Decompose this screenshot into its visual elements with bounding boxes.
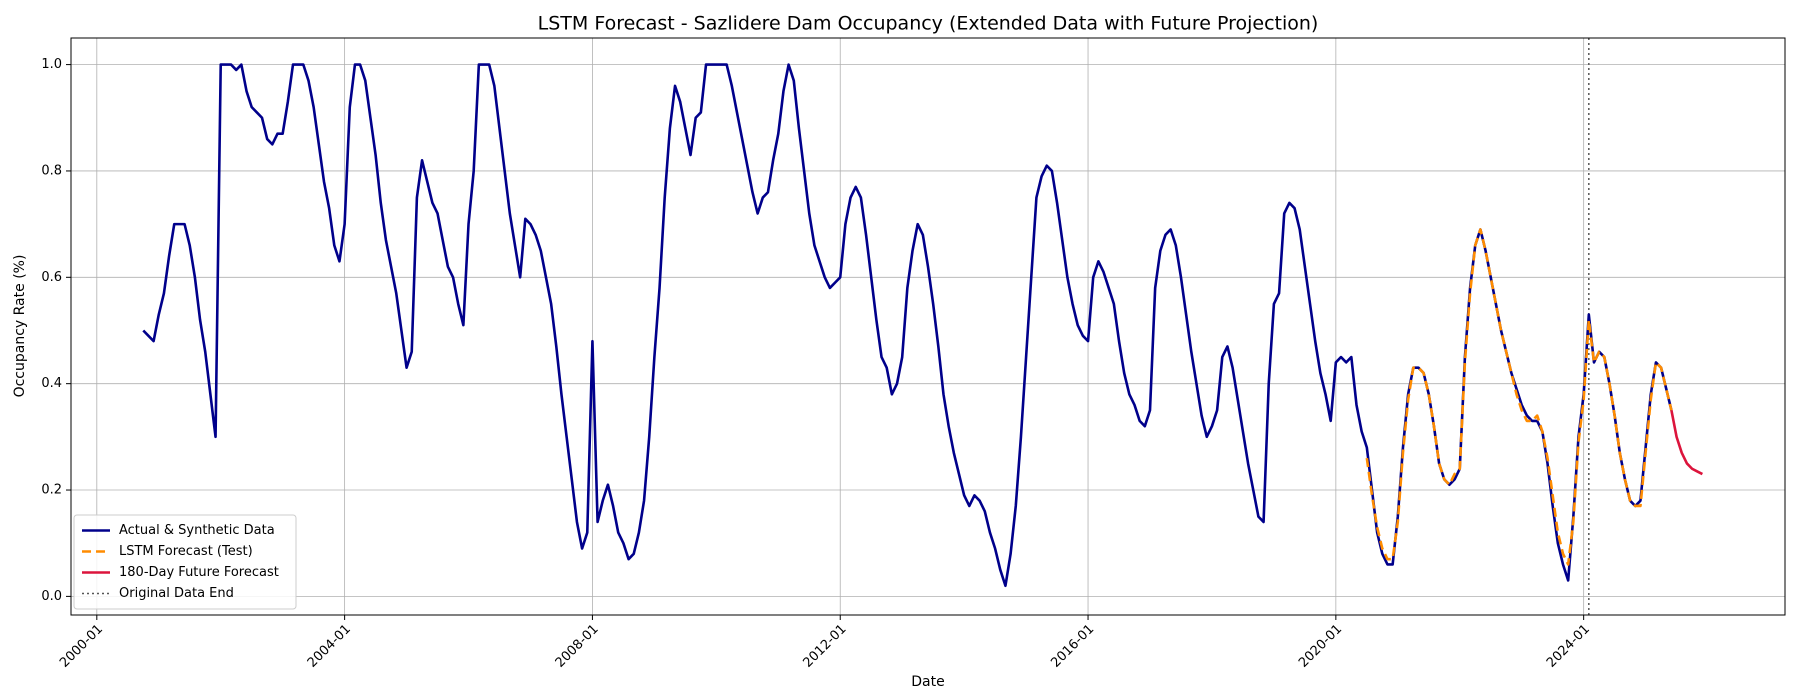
x-axis-label: Date xyxy=(911,674,944,690)
x-tick-label: 2008-01 xyxy=(553,622,602,671)
x-tick-label: 2004-01 xyxy=(305,622,354,671)
x-tick-label: 2024-01 xyxy=(1544,622,1593,671)
legend-label: Actual & Synthetic Data xyxy=(119,523,275,538)
chart-title: LSTM Forecast - Sazlidere Dam Occupancy … xyxy=(538,13,1319,35)
data-line xyxy=(1670,410,1703,476)
x-tick-label: 2012-01 xyxy=(801,622,850,671)
legend-label: LSTM Forecast (Test) xyxy=(119,544,253,559)
y-tick-label: 0.8 xyxy=(41,163,62,178)
y-tick-label: 0.4 xyxy=(41,376,62,391)
legend-box xyxy=(73,514,297,610)
y-tick-label: 1.0 xyxy=(41,57,62,72)
data-line xyxy=(1365,228,1673,566)
x-tick-label: 2020-01 xyxy=(1296,622,1345,671)
x-tick-label: 2016-01 xyxy=(1048,622,1097,671)
y-axis-label: Occupancy Rate (%) xyxy=(12,255,28,398)
legend: Actual & Synthetic Data LSTM Forecast (Te… xyxy=(73,514,297,610)
x-tick-label: 2000-01 xyxy=(57,622,106,671)
legend-label: 180-Day Future Forecast xyxy=(119,565,279,580)
data-line xyxy=(142,63,1673,588)
y-tick-label: 0.6 xyxy=(41,270,62,285)
y-tick-label: 0.2 xyxy=(41,483,62,498)
legend-label: Original Data End xyxy=(119,586,234,601)
y-tick-label: 0.0 xyxy=(41,589,62,604)
plot-frame xyxy=(70,37,1786,616)
